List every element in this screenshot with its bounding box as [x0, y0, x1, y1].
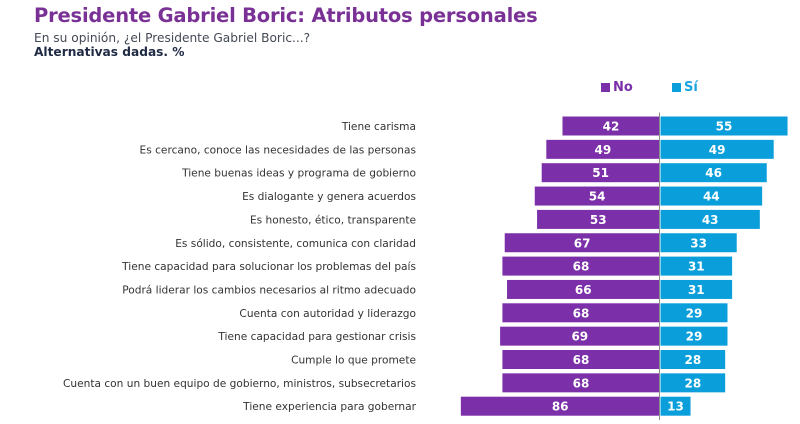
data-label-no: 66 [575, 283, 592, 297]
bar-no [500, 326, 660, 346]
chart-row: Es honesto, ético, transparente 53 43 [250, 209, 760, 229]
bar-si [660, 139, 774, 159]
data-label-no: 86 [552, 400, 569, 414]
data-label-no: 53 [590, 213, 607, 227]
data-label-no: 67 [574, 236, 591, 250]
category-label: Tiene capacidad para solucionar los prob… [121, 261, 416, 273]
data-label-si: 46 [705, 166, 722, 180]
chart-row: Tiene buenas ideas y programa de gobiern… [181, 163, 767, 183]
category-label: Es cercano, conoce las necesidades de la… [140, 144, 416, 156]
chart-row: Es cercano, conoce las necesidades de la… [140, 139, 774, 159]
data-label-no: 68 [573, 260, 590, 274]
chart-row: Cumple lo que promete 68 28 [291, 350, 726, 369]
bar-no [546, 139, 660, 159]
legend-item-no: No [601, 80, 633, 95]
bar-no [537, 209, 660, 229]
category-label: Cuenta con autoridad y liderazgo [239, 308, 416, 320]
bar-si [660, 116, 788, 136]
chart-row: Podrá liderar los cambios necesarios al … [122, 279, 733, 299]
chart-note: Alternativas dadas. % [34, 45, 185, 59]
legend-item-si: Sí [672, 80, 698, 95]
legend-swatch-no [601, 83, 610, 92]
bar-no [534, 186, 660, 206]
data-label-no: 42 [603, 120, 620, 134]
data-label-si: 33 [690, 236, 707, 250]
bar-no [502, 373, 660, 393]
category-label: Es honesto, ético, transparente [250, 214, 416, 226]
legend-label-no: No [613, 80, 633, 95]
bar-no [562, 116, 660, 136]
chart-row: Es sólido, consistente, comunica con cla… [175, 233, 737, 253]
bar-no [502, 256, 660, 276]
chart-row: Tiene capacidad para gestionar crisis 69 2… [217, 326, 728, 346]
chart-subtitle: En su opinión, ¿el Presidente Gabriel Bo… [34, 31, 311, 45]
bar-si [660, 326, 728, 346]
chart-row: Tiene capacidad para solucionar los prob… [121, 256, 733, 276]
data-label-si: 55 [716, 120, 733, 134]
category-label: Tiene carisma [341, 121, 416, 133]
bar-no [460, 396, 660, 416]
data-label-no: 49 [595, 143, 612, 157]
data-label-si: 13 [667, 400, 684, 414]
bar-si [660, 350, 726, 369]
bar-si [660, 373, 726, 393]
bar-si [660, 256, 733, 276]
data-label-no: 68 [573, 306, 590, 320]
category-label: Tiene capacidad para gestionar crisis [217, 331, 416, 343]
data-label-si: 44 [703, 190, 720, 204]
data-label-si: 49 [709, 143, 726, 157]
category-label: Cumple lo que promete [291, 355, 416, 367]
category-label: Es sólido, consistente, comunica con cla… [175, 238, 416, 250]
bar-si [660, 303, 728, 323]
chart-row: Cuenta con un buen equipo de gobierno, m… [63, 373, 726, 393]
data-label-si: 31 [688, 260, 705, 274]
data-label-si: 29 [686, 330, 703, 344]
bar-no [504, 233, 660, 253]
bar-si [660, 396, 691, 416]
category-label: Podrá liderar los cambios necesarios al … [122, 284, 416, 296]
legend-label-si: Sí [684, 80, 698, 95]
data-label-si: 43 [702, 213, 719, 227]
data-label-si: 31 [688, 283, 705, 297]
chart-row: Tiene experiencia para gobernar 86 13 [242, 396, 691, 416]
data-label-si: 28 [684, 376, 701, 390]
chart-row: Tiene carisma 42 55 [341, 116, 788, 136]
chart-title: Presidente Gabriel Boric: Atributos pers… [34, 4, 538, 27]
bar-no [502, 350, 660, 369]
bar-no [502, 303, 660, 323]
data-label-no: 69 [571, 330, 588, 344]
bar-si [660, 186, 763, 206]
data-label-si: 29 [686, 306, 703, 320]
category-label: Tiene experiencia para gobernar [242, 401, 416, 413]
chart-row: Es dialogante y genera acuerdos 54 44 [242, 186, 763, 206]
chart-row: Cuenta con autoridad y liderazgo 68 29 [239, 303, 728, 323]
data-label-si: 28 [684, 353, 701, 367]
bar-si [660, 279, 733, 299]
category-label: Es dialogante y genera acuerdos [242, 191, 416, 203]
data-label-no: 68 [573, 353, 590, 367]
bar-no [507, 279, 660, 299]
data-label-no: 51 [592, 166, 609, 180]
bar-si [660, 163, 767, 183]
bar-si [660, 209, 760, 229]
data-label-no: 54 [589, 190, 606, 204]
legend-swatch-si [672, 83, 681, 92]
category-label: Tiene buenas ideas y programa de gobiern… [181, 168, 416, 180]
bar-si [660, 233, 737, 253]
bar-no [541, 163, 660, 183]
category-label: Cuenta con un buen equipo de gobierno, m… [63, 378, 416, 390]
data-label-no: 68 [573, 376, 590, 390]
